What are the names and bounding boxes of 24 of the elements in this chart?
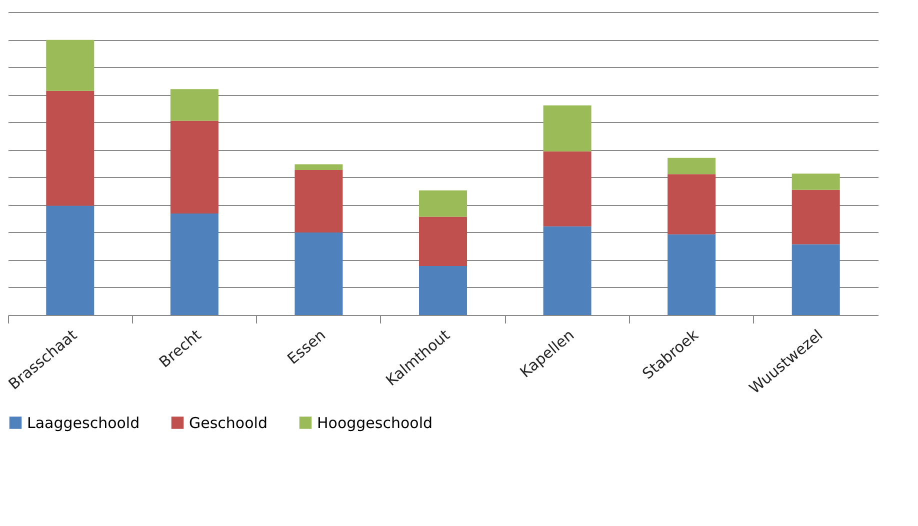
legend-label: Hooggeschoold	[317, 414, 433, 432]
bar	[46, 206, 94, 315]
bar	[543, 151, 592, 226]
bar	[792, 190, 840, 244]
legend-label: Geschoold	[189, 414, 268, 432]
bar	[543, 226, 592, 315]
bar	[294, 170, 343, 232]
bar	[170, 89, 218, 121]
bar	[668, 174, 716, 234]
bar	[543, 105, 592, 152]
legend-label: Laaggeschoold	[27, 414, 140, 432]
bar	[419, 216, 467, 266]
bar	[419, 190, 467, 217]
bar	[46, 90, 94, 206]
bar	[170, 214, 218, 315]
bar	[668, 158, 716, 174]
bar	[46, 40, 94, 91]
bar	[668, 234, 716, 315]
bar	[170, 120, 218, 214]
bar	[294, 232, 343, 315]
bar	[294, 164, 343, 170]
bar	[792, 244, 840, 315]
bar	[792, 174, 840, 190]
bar	[419, 266, 467, 315]
